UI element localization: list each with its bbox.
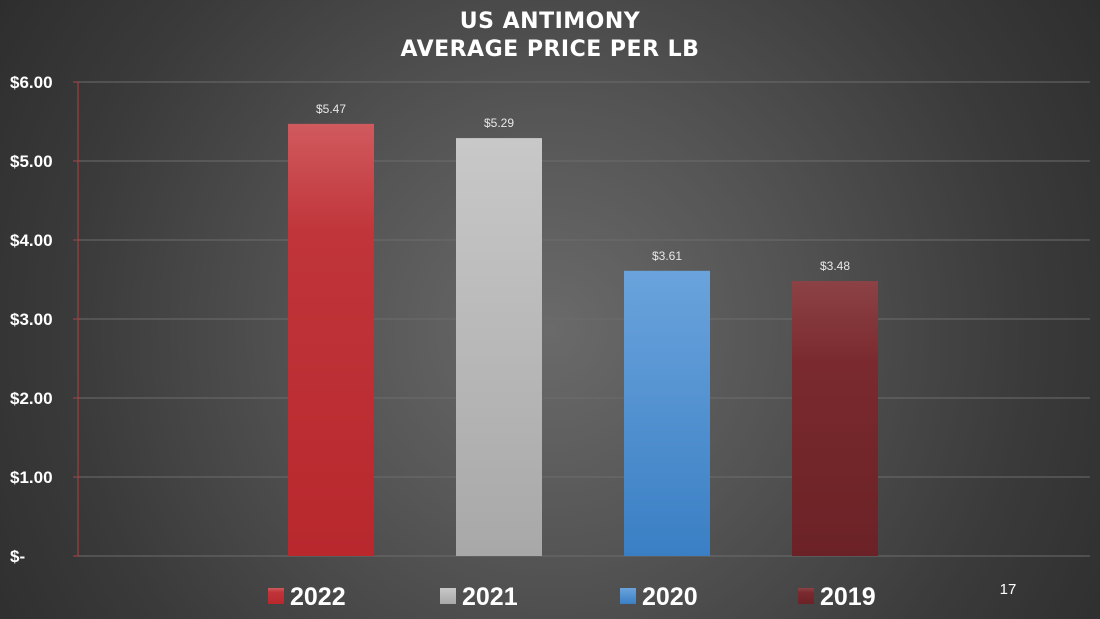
y-tick-label: $3.00 xyxy=(10,310,53,329)
title-line-2: AVERAGE PRICE PER LB xyxy=(400,37,700,62)
chart-title: US ANTIMONY AVERAGE PRICE PER LB xyxy=(0,8,1100,64)
y-tick-label: $- xyxy=(10,547,25,566)
y-tick-label: $1.00 xyxy=(10,468,53,487)
y-tick-label: $6.00 xyxy=(10,73,53,92)
y-axis: $- $1.00 $2.00 $3.00 $4.00 $5.00 $6.00 xyxy=(10,73,79,566)
legend-swatch-2020 xyxy=(620,588,636,604)
legend-label-2021: 2021 xyxy=(462,583,518,611)
legend-swatch-2019 xyxy=(798,588,814,604)
legend-label-2022: 2022 xyxy=(290,583,346,611)
gridlines xyxy=(78,81,1090,557)
bar-2020 xyxy=(624,270,710,556)
data-label-2021: $5.29 xyxy=(484,116,514,130)
data-label-2020: $3.61 xyxy=(652,249,682,263)
bars xyxy=(288,123,878,557)
data-label-2019: $3.48 xyxy=(820,259,850,273)
data-labels: $5.47 $5.29 $3.61 $3.48 xyxy=(316,102,850,273)
legend-swatch-2021 xyxy=(440,588,456,604)
y-tick-label: $2.00 xyxy=(10,389,53,408)
bar-2021 xyxy=(456,138,542,556)
legend-swatch-2022 xyxy=(268,588,284,604)
y-tick-label: $5.00 xyxy=(10,152,53,171)
legend-label-2019: 2019 xyxy=(820,583,876,611)
bar-2019 xyxy=(792,281,878,556)
title-line-1: US ANTIMONY xyxy=(459,9,641,34)
y-tick-label: $4.00 xyxy=(10,231,53,250)
legend: 2022 2021 2020 2019 xyxy=(268,583,876,611)
legend-label-2020: 2020 xyxy=(642,583,698,611)
page-number: 17 xyxy=(999,581,1017,598)
bar-2022 xyxy=(288,123,374,557)
data-label-2022: $5.47 xyxy=(316,102,346,116)
